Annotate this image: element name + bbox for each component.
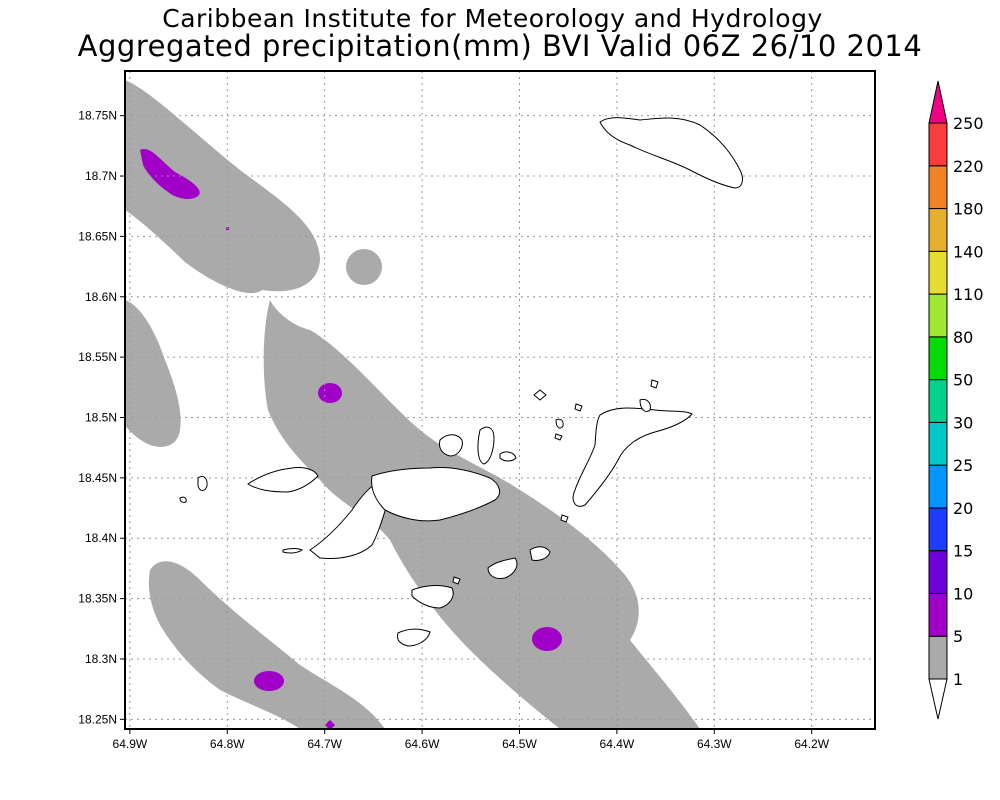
colorbar-segment [928,507,948,552]
colorbar-label: 250 [953,114,984,133]
colorbar-label: 180 [953,200,984,219]
colorbar-label: 140 [953,242,984,261]
island-small-11 [452,576,461,585]
precip-cell-small [346,249,382,285]
precip-core-6 [325,720,335,729]
island-jost-van-dyke [439,434,463,457]
colorbar-segment [928,336,948,381]
precip-core-3 [318,383,342,403]
islands [179,117,743,647]
colorbar-segment [928,208,948,252]
lat-tick-label: 18.7N [85,169,117,183]
lat-tick-label: 18.25N [78,712,117,726]
lon-tick-label: 64.5W [502,737,537,751]
island-virgin-gorda [572,407,693,507]
plot-frame [124,70,876,730]
island-cooper [529,546,551,561]
colorbar-segment [928,379,948,423]
island-small-2 [197,475,208,491]
precip-layer [125,80,700,729]
island-small-4 [533,389,547,401]
lat-tick-label: 18.5N [85,411,117,425]
colorbar-segment [928,635,948,680]
precip-band-southwest [148,561,385,729]
colorbar-label: 50 [953,371,973,390]
precip-band-west [125,300,181,447]
lon-tick-label: 64.8W [210,737,245,751]
island-small-5 [555,418,564,429]
colorbar-label: 110 [953,285,984,304]
lat-tick-label: 18.65N [78,229,117,243]
colorbar-segment [928,421,948,466]
grid-lines [125,71,875,729]
island-ginger [487,557,518,579]
precip-heavy-layer [140,149,562,729]
colorbar-segment [928,293,948,338]
island-anegada [599,117,743,189]
colorbar-label: 20 [953,499,973,518]
longitude-axis: 64.9W 64.8W 64.7W 64.6W 64.5W 64.4W 64.3W 64.2W [113,729,830,751]
latitude-axis: 18.75N 18.7N 18.65N 18.6N 18.55N 18.5N 18.45N 1… [78,109,125,726]
lat-tick-label: 18.6N [85,290,117,304]
title-line-1: Caribbean Institute for Meteorology and … [162,4,823,33]
lat-tick-label: 18.4N [85,531,117,545]
lat-tick-label: 18.45N [78,471,117,485]
lon-tick-label: 64.6W [405,737,440,751]
island-small-9 [554,433,563,441]
lon-tick-label: 64.2W [794,737,829,751]
lat-tick-label: 18.35N [78,592,117,606]
lon-tick-label: 64.7W [307,737,342,751]
colorbar-end-high [928,80,948,124]
colorbar-segment [928,592,948,637]
lon-tick-label: 64.9W [113,737,148,751]
colorbar-label: 30 [953,413,973,432]
colorbar-label: 1 [953,670,963,689]
island-small-1 [282,548,303,554]
island-tortola [371,467,501,522]
colorbar-label: 15 [953,542,973,561]
colorbar-segment [928,122,948,167]
island-small-8 [574,403,583,412]
island-small-7 [650,379,659,389]
colorbar-label: 5 [953,627,963,646]
precip-core-4 [532,627,562,651]
island-st-thomas [247,467,319,493]
colorbar-end-low [928,678,948,720]
lat-tick-label: 18.55N [78,350,117,364]
colorbar-label: 10 [953,584,973,603]
island-small-6 [639,399,651,413]
lat-tick-label: 18.75N [78,109,117,123]
lon-tick-label: 64.4W [600,737,635,751]
colorbar-segment [928,250,948,295]
lat-tick-label: 18.3N [85,652,117,666]
island-small-3 [179,496,187,503]
colorbar-segment [928,165,948,210]
colorbar-label: 220 [953,157,984,176]
lon-tick-label: 64.3W [697,737,732,751]
island-norman [397,628,431,647]
island-small-12 [499,451,517,462]
precip-band-north [125,80,320,294]
colorbar-segment [928,464,948,509]
title-line-2: Aggregated precipitation(mm) BVI Valid 0… [77,29,923,63]
island-guana [477,426,495,465]
colorbar-label: 80 [953,328,973,347]
precip-band-north-tail [263,300,700,729]
island-small-10 [560,514,569,523]
colorbar-label: 25 [953,456,973,475]
precip-core-5 [254,671,284,691]
island-peter [411,585,454,609]
precip-core-1 [140,149,200,199]
colorbar-segment [928,550,948,594]
